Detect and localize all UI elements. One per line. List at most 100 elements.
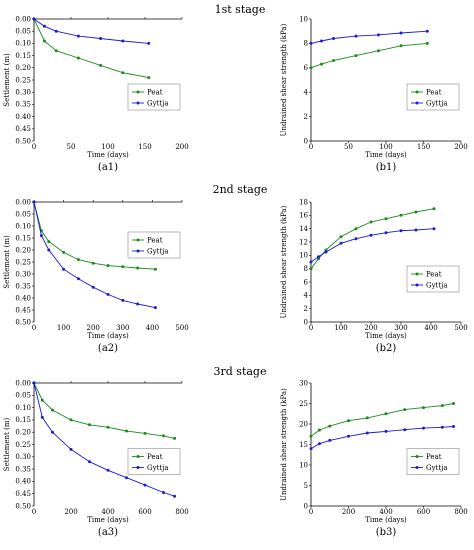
y-tick-label: 0.35 <box>15 101 31 109</box>
y-tick-label: 0.30 <box>15 89 31 97</box>
y-tick-label: 0.05 <box>15 210 31 218</box>
y-axis-label: Undrained shear strength (kPa) <box>280 388 288 501</box>
x-tick-label: 200 <box>175 143 188 151</box>
y-tick-label: 10 <box>299 252 308 260</box>
x-tick-label: 0 <box>309 324 313 332</box>
y-tick-label: 0.20 <box>15 246 31 254</box>
data-point-peat <box>332 59 335 62</box>
panel-label: (a2) <box>98 343 118 354</box>
data-point-gyttja <box>76 277 80 281</box>
panel-label: (a3) <box>98 527 118 538</box>
y-axis-label: Undrained shear strength (kPa) <box>280 23 288 136</box>
stage-title-2: 2nd stage <box>213 183 268 196</box>
data-point-peat <box>399 44 403 48</box>
data-point-gyttja <box>452 425 455 428</box>
data-point-peat <box>76 56 80 60</box>
data-point-gyttja <box>399 31 403 35</box>
y-tick-label: 0.10 <box>15 222 31 230</box>
data-point-peat <box>40 398 44 402</box>
data-point-peat <box>403 408 407 412</box>
data-point-peat <box>422 406 425 410</box>
y-tick-label: 20 <box>299 420 308 428</box>
data-point-gyttja <box>42 24 46 28</box>
data-point-gyttja <box>432 227 436 231</box>
legend-box <box>406 83 460 111</box>
y-tick-label: 0.20 <box>15 64 31 72</box>
y-tick-label: 0.00 <box>15 15 31 23</box>
chart-b2: 0 2 4 6 8 10 12 14 16 18 0 100 200 300 400 500 Time (day… <box>280 198 468 354</box>
data-point-gyttja <box>125 476 128 480</box>
data-point-peat <box>320 62 323 66</box>
y-tick-label: 6 <box>304 64 309 72</box>
y-tick-label: 0 <box>304 318 308 326</box>
data-point-gyttja <box>69 447 73 451</box>
data-point-gyttja <box>47 248 51 252</box>
y-tick-label: 0.35 <box>15 282 31 290</box>
y-tick-label: 0.05 <box>15 28 31 36</box>
x-axis-label: Time (days) <box>87 332 129 340</box>
data-point-gyttja <box>309 447 313 451</box>
data-point-peat <box>369 220 373 224</box>
x-tick-label: 150 <box>138 143 151 151</box>
legend-label-gyttja: Gyttja <box>426 281 448 289</box>
data-point-peat <box>42 39 46 43</box>
data-point-gyttja <box>51 430 54 434</box>
data-point-gyttja <box>332 37 335 40</box>
legend-marker-gyttja <box>415 466 419 469</box>
legend: Peat Gyttja <box>127 448 181 475</box>
y-tick-label: 0.00 <box>15 379 31 387</box>
legend: Peat Gyttja <box>406 83 460 111</box>
data-point-peat <box>377 49 380 53</box>
x-tick-label: 100 <box>57 324 70 332</box>
data-point-gyttja <box>32 381 36 385</box>
legend: Peat Gyttja <box>127 231 181 259</box>
y-tick-label: 0.40 <box>15 113 31 121</box>
x-axis-label: Time (days) <box>365 151 407 159</box>
legend-box <box>127 448 181 475</box>
series-line-peat <box>33 382 175 439</box>
data-point-gyttja <box>377 33 380 37</box>
data-point-peat <box>121 71 125 75</box>
data-point-gyttja <box>54 29 58 33</box>
data-point-peat <box>121 265 125 269</box>
data-point-peat <box>309 434 313 438</box>
data-point-peat <box>62 250 66 254</box>
legend-box <box>406 265 460 293</box>
legend-marker-gyttja <box>136 466 140 469</box>
data-point-gyttja <box>425 29 429 33</box>
legend-marker-gyttja <box>136 101 140 105</box>
x-tick-label: 300 <box>394 324 407 332</box>
panel-label: (b3) <box>376 527 397 538</box>
y-tick-label: 0.50 <box>15 137 31 145</box>
y-tick-label: 18 <box>299 198 308 206</box>
legend-marker-gyttja <box>415 101 419 105</box>
x-tick-label: 0 <box>309 143 313 151</box>
data-point-gyttja <box>317 255 320 259</box>
x-tick-label: 600 <box>417 508 430 516</box>
y-tick-label: 0.15 <box>15 52 31 60</box>
y-tick-label: 0.30 <box>15 270 31 278</box>
data-point-peat <box>309 66 313 70</box>
y-tick-label: 0.05 <box>15 392 31 400</box>
x-tick-label: 400 <box>146 324 159 332</box>
y-tick-label: 0.00 <box>15 198 31 206</box>
x-tick-label: 200 <box>342 508 355 516</box>
x-tick-label: 400 <box>379 508 392 516</box>
y-tick-label: 8 <box>304 265 308 273</box>
y-tick-label: 16 <box>299 212 308 220</box>
data-point-peat <box>125 429 128 433</box>
data-point-peat <box>136 266 140 270</box>
data-point-peat <box>147 76 151 80</box>
legend-marker-peat <box>136 90 140 94</box>
x-tick-label: 0 <box>32 324 36 332</box>
y-tick-label: 12 <box>299 238 308 246</box>
legend-label-gyttja: Gyttja <box>147 99 169 107</box>
legend: Peat Gyttja <box>127 83 181 111</box>
data-point-gyttja <box>39 234 43 238</box>
panel-label: (b2) <box>376 343 397 354</box>
y-tick-label: 4 <box>304 89 309 97</box>
legend-label-peat: Peat <box>147 88 163 96</box>
y-tick-label: 0.50 <box>15 318 31 326</box>
series-line-peat <box>33 18 149 79</box>
